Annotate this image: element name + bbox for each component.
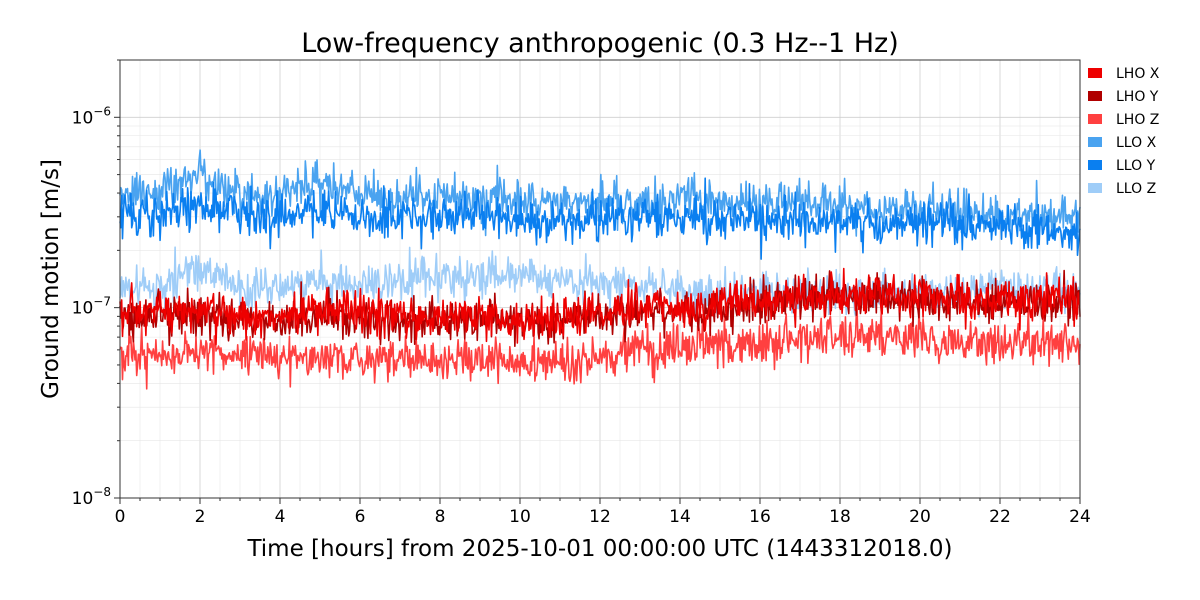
y-tick-label: 10−6 <box>72 104 111 128</box>
legend-label: LLO X <box>1116 135 1157 151</box>
legend-swatch <box>1088 183 1102 193</box>
x-tick-label: 22 <box>989 507 1011 527</box>
x-tick-label: 8 <box>435 507 446 527</box>
series-line-lho-y <box>119 269 1081 348</box>
x-tick-label: 18 <box>829 507 851 527</box>
x-tick-label: 14 <box>669 507 691 527</box>
series-layer <box>119 149 1081 390</box>
series-line-lho-z <box>119 306 1081 390</box>
y-tick-label: 10−7 <box>72 295 111 319</box>
legend-label: LHO Y <box>1116 89 1159 105</box>
series-line-lho-x <box>119 267 1081 346</box>
chart-title: Low-frequency anthropogenic (0.3 Hz--1 H… <box>301 28 899 59</box>
legend-label: LHO X <box>1116 66 1160 82</box>
series-line-llo-z <box>119 246 1081 322</box>
x-tick-label: 2 <box>195 507 206 527</box>
y-tick-label: 10−8 <box>72 485 111 509</box>
legend-swatch <box>1088 68 1102 78</box>
x-tick-label: 20 <box>909 507 931 527</box>
legend-swatch <box>1088 114 1102 124</box>
legend-swatch <box>1088 91 1102 101</box>
legend-swatch <box>1088 160 1102 170</box>
legend-label: LLO Z <box>1116 181 1156 197</box>
x-tick-label: 0 <box>115 507 126 527</box>
x-tick-label: 10 <box>509 507 531 527</box>
x-tick-label: 6 <box>355 507 366 527</box>
series-line-llo-y <box>119 177 1081 260</box>
x-tick-label: 12 <box>589 507 611 527</box>
x-tick-label: 24 <box>1069 507 1091 527</box>
x-tick-label: 16 <box>749 507 771 527</box>
x-axis-label: Time [hours] from 2025-10-01 00:00:00 UT… <box>246 536 952 562</box>
legend-label: LHO Z <box>1116 112 1159 128</box>
legend: LHO X LHO Y LHO Z LLO X LLO Y LLO Z <box>1088 66 1160 197</box>
x-tick-label: 4 <box>275 507 286 527</box>
y-axis-label: Ground motion [m/s] <box>38 159 64 399</box>
legend-swatch <box>1088 137 1102 147</box>
legend-label: LLO Y <box>1116 158 1156 174</box>
